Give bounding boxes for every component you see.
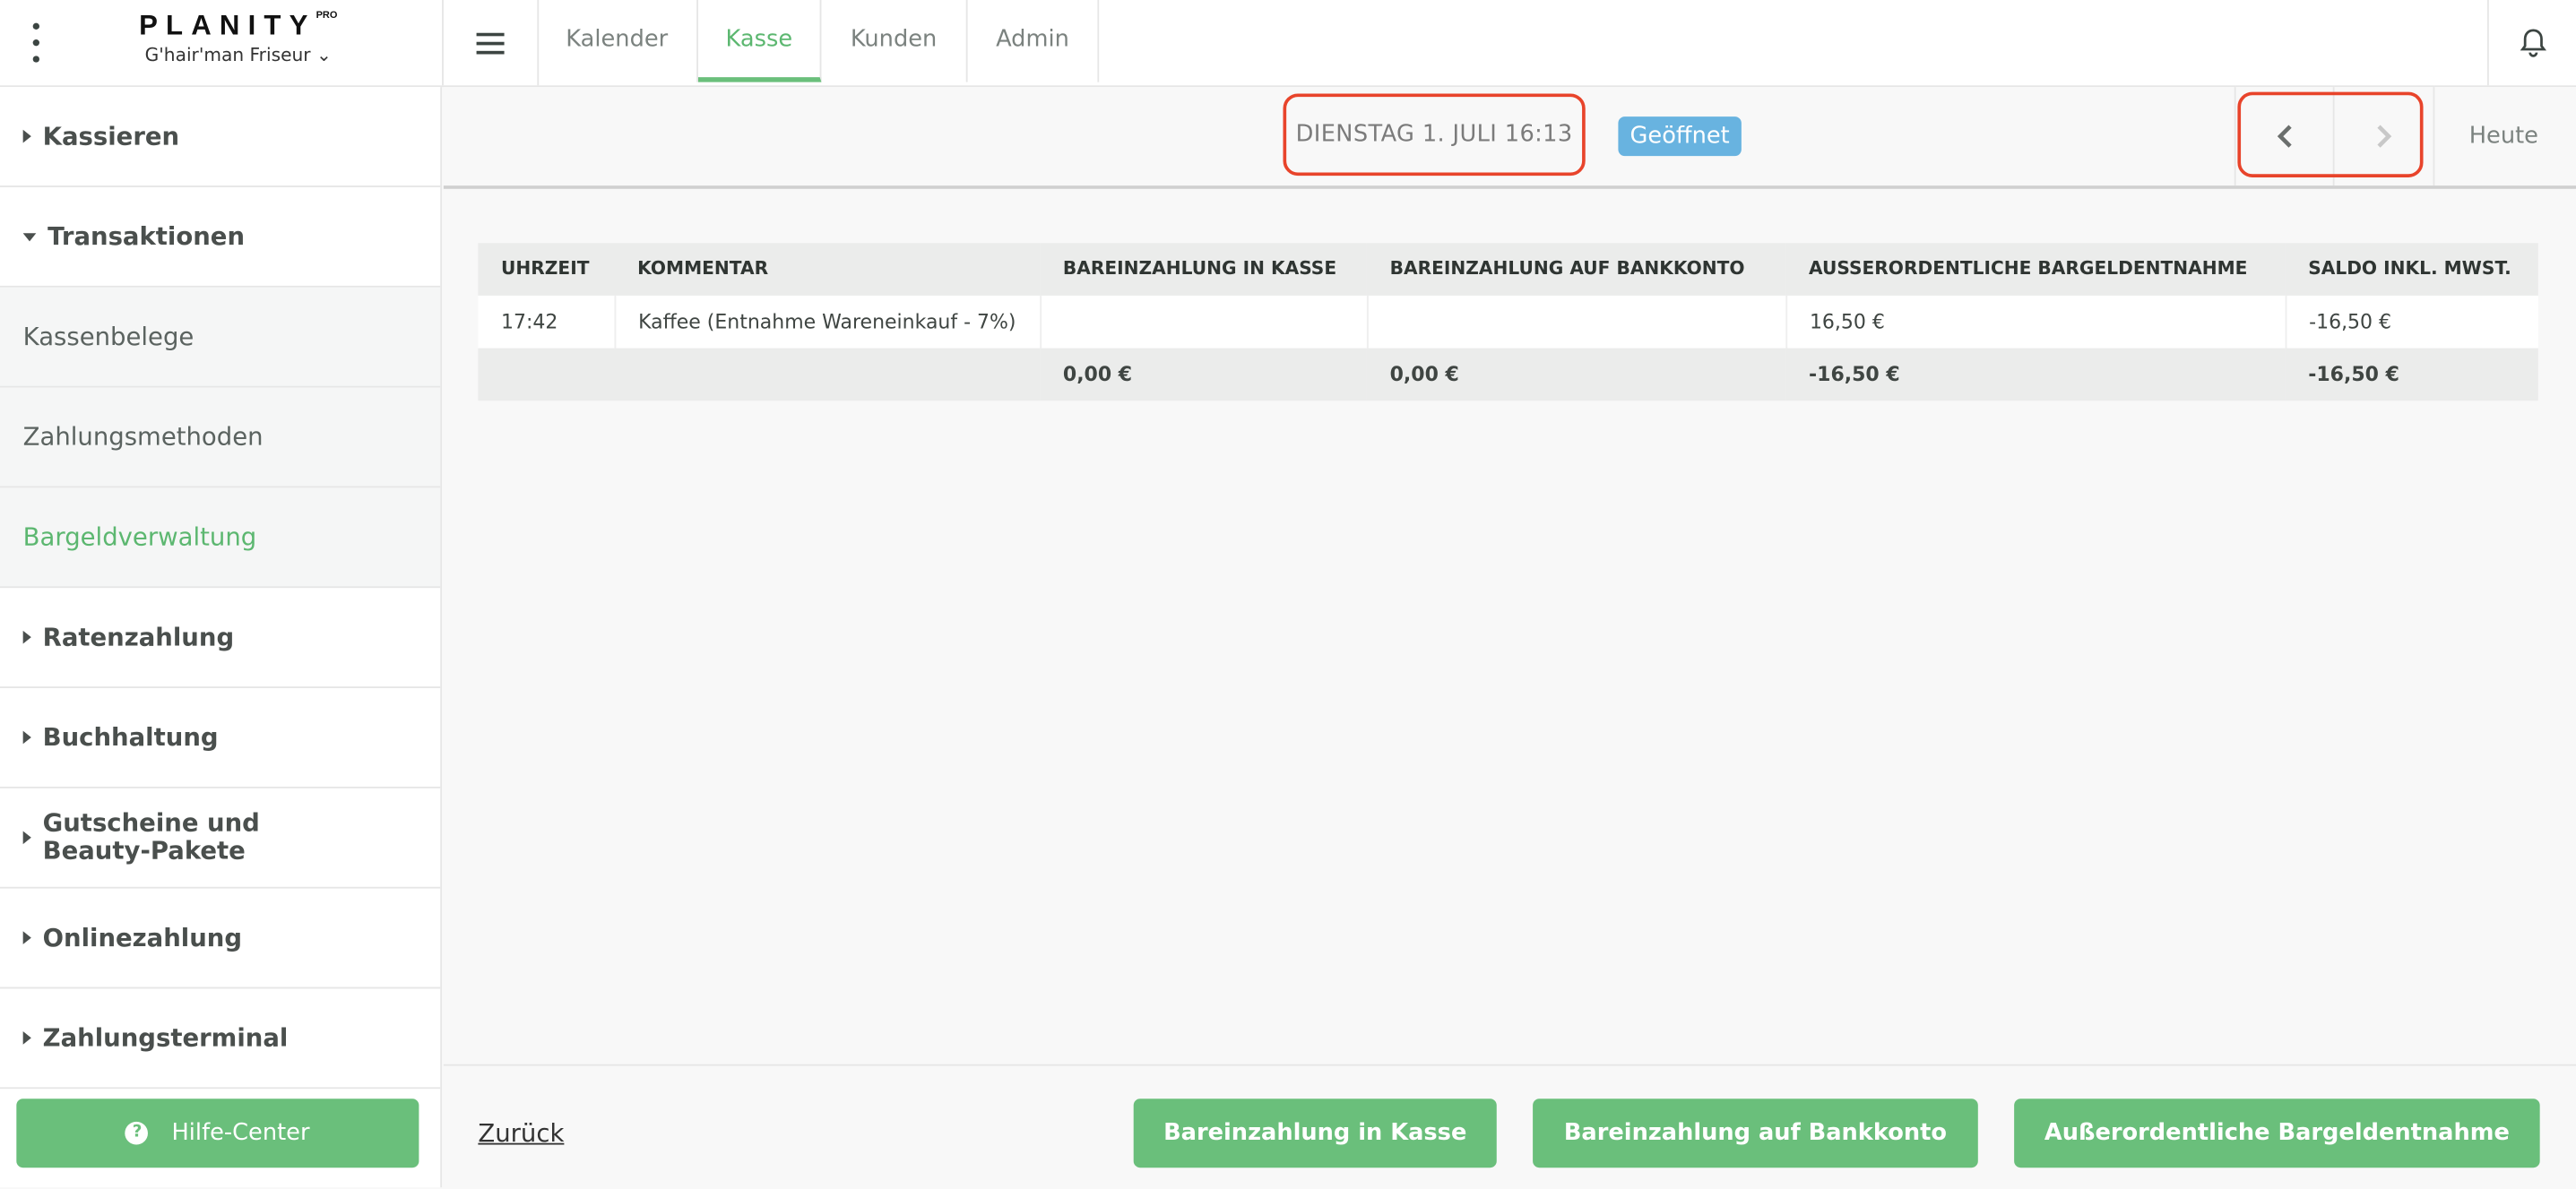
chevron-right-icon bbox=[2376, 125, 2391, 148]
sidebar-item-gutscheine[interactable]: Gutscheine und Beauty-Pakete bbox=[0, 788, 441, 889]
caret-right-icon bbox=[22, 730, 31, 745]
transactions-table: UHRZEIT KOMMENTAR BAREINZAHLUNG IN KASSE… bbox=[478, 243, 2538, 401]
caret-right-icon bbox=[22, 129, 31, 143]
brand-name: PLANITY bbox=[139, 9, 316, 41]
total-deposit-bank: 0,00 € bbox=[1366, 348, 1786, 401]
sidebar-item-label: Gutscheine und Beauty-Pakete bbox=[42, 807, 260, 866]
brand-suffix: PRO bbox=[316, 11, 338, 22]
total-cell bbox=[478, 348, 615, 401]
sidebar-item-kassieren[interactable]: Kassieren bbox=[0, 87, 441, 187]
logo: PLANITYPRO G'hair'man Friseur ⌄ bbox=[99, 10, 378, 65]
next-day-button[interactable] bbox=[2335, 87, 2432, 185]
deposit-bank-button[interactable]: Bareinzahlung auf Bankkonto bbox=[1533, 1099, 1978, 1168]
deposit-register-button[interactable]: Bareinzahlung in Kasse bbox=[1133, 1099, 1497, 1168]
sidebar: Kassieren Transaktionen Kassenbelege Zah… bbox=[0, 87, 443, 1188]
top-bar: PLANITYPRO G'hair'man Friseur ⌄ Kalender… bbox=[0, 0, 2576, 88]
date-label: DIENSTAG 1. JULI 16:13 bbox=[1295, 121, 1573, 148]
total-cell bbox=[614, 348, 1041, 401]
cell-withdrawal: 16,50 € bbox=[1785, 295, 2286, 349]
sidebar-item-kassenbelege[interactable]: Kassenbelege bbox=[0, 287, 441, 388]
today-button[interactable]: Heute bbox=[2468, 123, 2538, 150]
sidebar-item-label: Zahlungsmethoden bbox=[22, 422, 264, 452]
footer: Zurück Bareinzahlung in Kasse Bareinzahl… bbox=[443, 1064, 2576, 1189]
column-header: AUSSERORDENTLICHE BARGELDENTNAHME bbox=[1785, 243, 2286, 296]
total-balance: -16,50 € bbox=[2285, 348, 2538, 401]
bell-icon[interactable] bbox=[2487, 0, 2576, 86]
tab-admin[interactable]: Admin bbox=[968, 0, 1100, 82]
divider bbox=[442, 0, 444, 86]
chevron-down-icon: ⌄ bbox=[316, 44, 332, 66]
sidebar-item-zahlungsmethoden[interactable]: Zahlungsmethoden bbox=[0, 387, 441, 488]
cell-time: 17:42 bbox=[478, 295, 615, 349]
tab-kalender[interactable]: Kalender bbox=[537, 0, 698, 82]
sidebar-item-zahlungsterminal[interactable]: Zahlungsterminal bbox=[0, 988, 441, 1090]
caret-down-icon bbox=[22, 232, 37, 241]
highlight-box bbox=[2237, 91, 2424, 177]
cell-balance: -16,50 € bbox=[2284, 295, 2538, 349]
table-row[interactable]: 17:42 Kaffee (Entnahme Wareneinkauf - 7%… bbox=[478, 295, 2538, 349]
sidebar-item-label: Onlinezahlung bbox=[42, 923, 243, 953]
salon-selector[interactable]: G'hair'man Friseur ⌄ bbox=[99, 44, 378, 65]
total-withdrawal: -16,50 € bbox=[1785, 348, 2286, 401]
sidebar-item-label: Kassieren bbox=[42, 121, 180, 151]
sidebar-item-ratenzahlung[interactable]: Ratenzahlung bbox=[0, 588, 441, 688]
tab-kasse[interactable]: Kasse bbox=[697, 0, 822, 82]
current-date: DIENSTAG 1. JULI 16:13 bbox=[1283, 93, 1586, 177]
caret-right-icon bbox=[22, 831, 31, 845]
status-badge: Geöffnet bbox=[1618, 116, 1742, 157]
sidebar-item-label: Zahlungsterminal bbox=[42, 1022, 289, 1053]
caret-right-icon bbox=[22, 630, 31, 644]
sidebar-item-label: Ratenzahlung bbox=[42, 622, 235, 652]
sidebar-item-label: Transaktionen bbox=[48, 221, 246, 252]
totals-row: 0,00 € 0,00 € -16,50 € -16,50 € bbox=[478, 348, 2538, 401]
date-header: DIENSTAG 1. JULI 16:13 Geöffnet Heute bbox=[443, 87, 2576, 189]
column-header: UHRZEIT bbox=[478, 243, 615, 296]
caret-right-icon bbox=[22, 1031, 31, 1045]
sidebar-item-label: Kassenbelege bbox=[22, 322, 194, 352]
help-center-button[interactable]: ? Hilfe-Center bbox=[16, 1099, 419, 1168]
sidebar-item-label: Buchhaltung bbox=[42, 722, 219, 753]
sidebar-item-buchhaltung[interactable]: Buchhaltung bbox=[0, 688, 441, 788]
column-header: BAREINZAHLUNG IN KASSE bbox=[1040, 243, 1367, 296]
extraordinary-withdrawal-button[interactable]: Außerordentliche Bargeldentnahme bbox=[2014, 1099, 2540, 1168]
back-link[interactable]: Zurück bbox=[478, 1118, 565, 1149]
tab-kunden[interactable]: Kunden bbox=[821, 0, 968, 82]
sidebar-item-bargeldverwaltung[interactable]: Bargeldverwaltung bbox=[0, 487, 441, 589]
cell-deposit-bank bbox=[1366, 295, 1786, 349]
caret-right-icon bbox=[22, 931, 31, 944]
cell-deposit-register bbox=[1039, 295, 1367, 349]
help-center-label: Hilfe-Center bbox=[171, 1120, 310, 1147]
column-header: SALDO INKL. MWST. bbox=[2285, 243, 2538, 296]
salon-name: G'hair'man Friseur bbox=[144, 44, 311, 66]
sidebar-item-transaktionen[interactable]: Transaktionen bbox=[0, 187, 441, 288]
date-navigation bbox=[2234, 87, 2435, 186]
sidebar-item-label: Bargeldverwaltung bbox=[22, 521, 257, 552]
column-header: BAREINZAHLUNG AUF BANKKONTO bbox=[1366, 243, 1786, 296]
total-deposit-register: 0,00 € bbox=[1040, 348, 1367, 401]
previous-day-button[interactable] bbox=[2236, 87, 2335, 186]
table-header: UHRZEIT KOMMENTAR BAREINZAHLUNG IN KASSE… bbox=[478, 243, 2538, 296]
column-header: KOMMENTAR bbox=[614, 243, 1041, 296]
more-options-icon[interactable] bbox=[23, 22, 49, 63]
sidebar-item-onlinezahlung[interactable]: Onlinezahlung bbox=[0, 889, 441, 989]
chevron-left-icon bbox=[2276, 125, 2291, 148]
cell-comment: Kaffee (Entnahme Wareneinkauf - 7%) bbox=[613, 295, 1041, 349]
question-icon: ? bbox=[125, 1121, 149, 1145]
menu-icon[interactable] bbox=[444, 0, 540, 86]
